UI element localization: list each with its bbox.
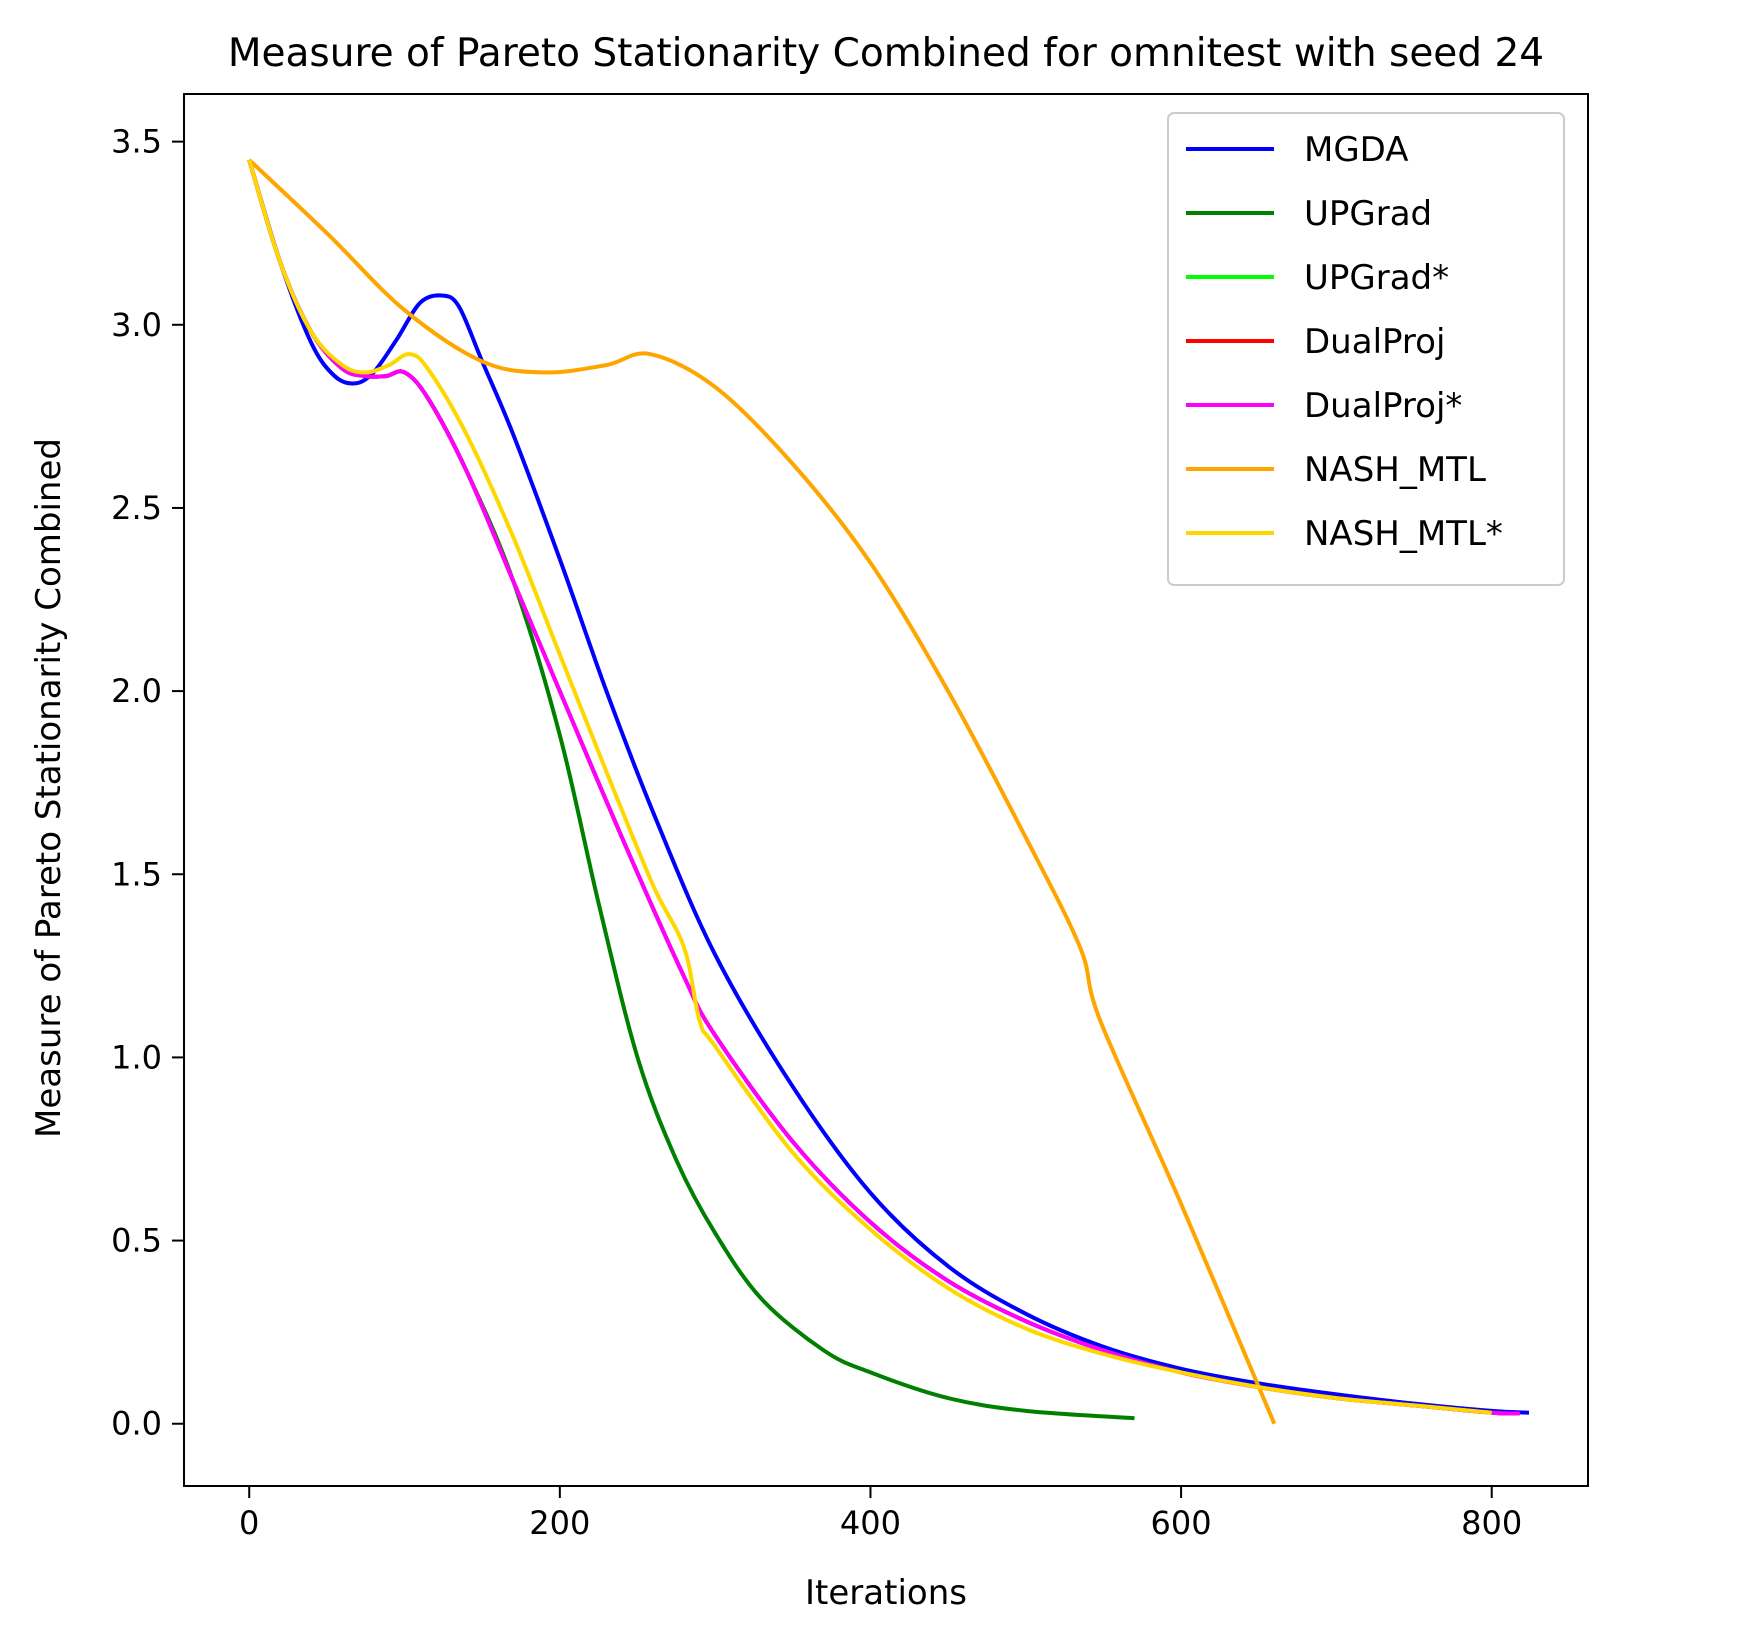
legend-label: UPGrad*	[1304, 258, 1449, 298]
y-tick-label: 3.5	[111, 123, 162, 161]
legend-label: NASH_MTL*	[1304, 514, 1503, 554]
series-line-mgda	[247, 159, 1530, 1415]
y-tick-label: 3.0	[111, 306, 162, 344]
series-line-nash-mtl	[247, 158, 1277, 1425]
y-tick-label: 1.0	[111, 1038, 162, 1076]
legend-label: DualProj*	[1304, 386, 1462, 426]
x-tick-label: 600	[1151, 1504, 1212, 1542]
legend-label: NASH_MTL	[1304, 450, 1486, 490]
y-tick-label: 2.5	[111, 489, 162, 527]
x-tick-label: 200	[529, 1504, 590, 1542]
y-tick-label: 0.5	[111, 1222, 162, 1260]
plot-frame	[183, 93, 1589, 1487]
y-tick-label: 1.5	[111, 855, 162, 893]
x-tick-label: 800	[1461, 1504, 1522, 1542]
legend: MGDA UPGrad UPGrad* DualProj DualProj* NASH_M…	[1167, 112, 1565, 586]
legend-label: DualProj	[1304, 322, 1445, 362]
series-line-nash-mtl-	[247, 159, 1492, 1415]
x-tick-label: 0	[239, 1504, 259, 1542]
axes: 0 200 400 600 800 0.0 0.5 1.0 1.5 2.0 2.5 3.0 3.5	[111, 93, 1589, 1542]
y-tick-label: 0.0	[111, 1405, 162, 1443]
legend-label: UPGrad	[1304, 194, 1432, 234]
y-axis-title: Measure of Pareto Stationarity Combined	[29, 438, 69, 1138]
plot-area	[247, 158, 1530, 1425]
x-axis-title: Iterations	[805, 1573, 967, 1613]
x-tick-label: 400	[840, 1504, 901, 1542]
y-tick-label: 2.0	[111, 672, 162, 710]
legend-label: MGDA	[1304, 130, 1409, 170]
chart-title: Measure of Pareto Stationarity Combined …	[228, 31, 1544, 76]
